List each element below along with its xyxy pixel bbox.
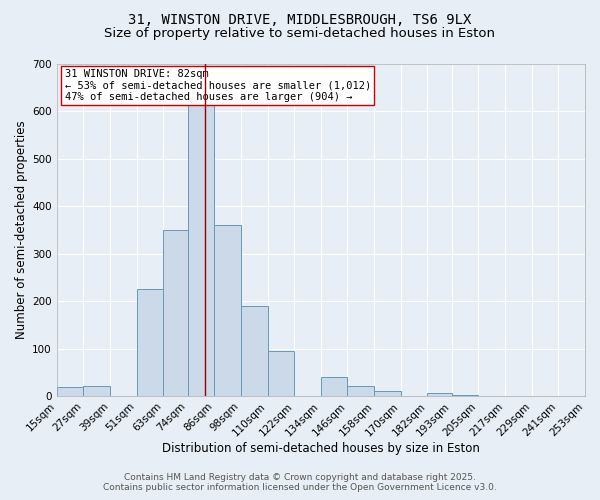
Bar [321,377,347,396]
Text: Size of property relative to semi-detached houses in Eston: Size of property relative to semi-detach… [104,28,496,40]
Bar [188,102,214,396]
Text: 31, WINSTON DRIVE, MIDDLESBROUGH, TS6 9LX: 31, WINSTON DRIVE, MIDDLESBROUGH, TS6 9L… [128,12,472,26]
Bar [427,394,452,396]
Text: Contains HM Land Registry data © Crown copyright and database right 2025.
Contai: Contains HM Land Registry data © Crown c… [103,473,497,492]
Bar [214,226,241,396]
Bar [374,392,401,396]
Bar [452,394,478,396]
Bar [137,290,163,396]
Bar [347,386,374,396]
Bar [268,351,294,396]
Bar [56,386,83,396]
Bar [163,230,188,396]
Bar [241,306,268,396]
Bar [83,386,110,396]
Y-axis label: Number of semi-detached properties: Number of semi-detached properties [15,120,28,340]
X-axis label: Distribution of semi-detached houses by size in Eston: Distribution of semi-detached houses by … [162,442,480,455]
Text: 31 WINSTON DRIVE: 82sqm
← 53% of semi-detached houses are smaller (1,012)
47% of: 31 WINSTON DRIVE: 82sqm ← 53% of semi-de… [65,69,371,102]
